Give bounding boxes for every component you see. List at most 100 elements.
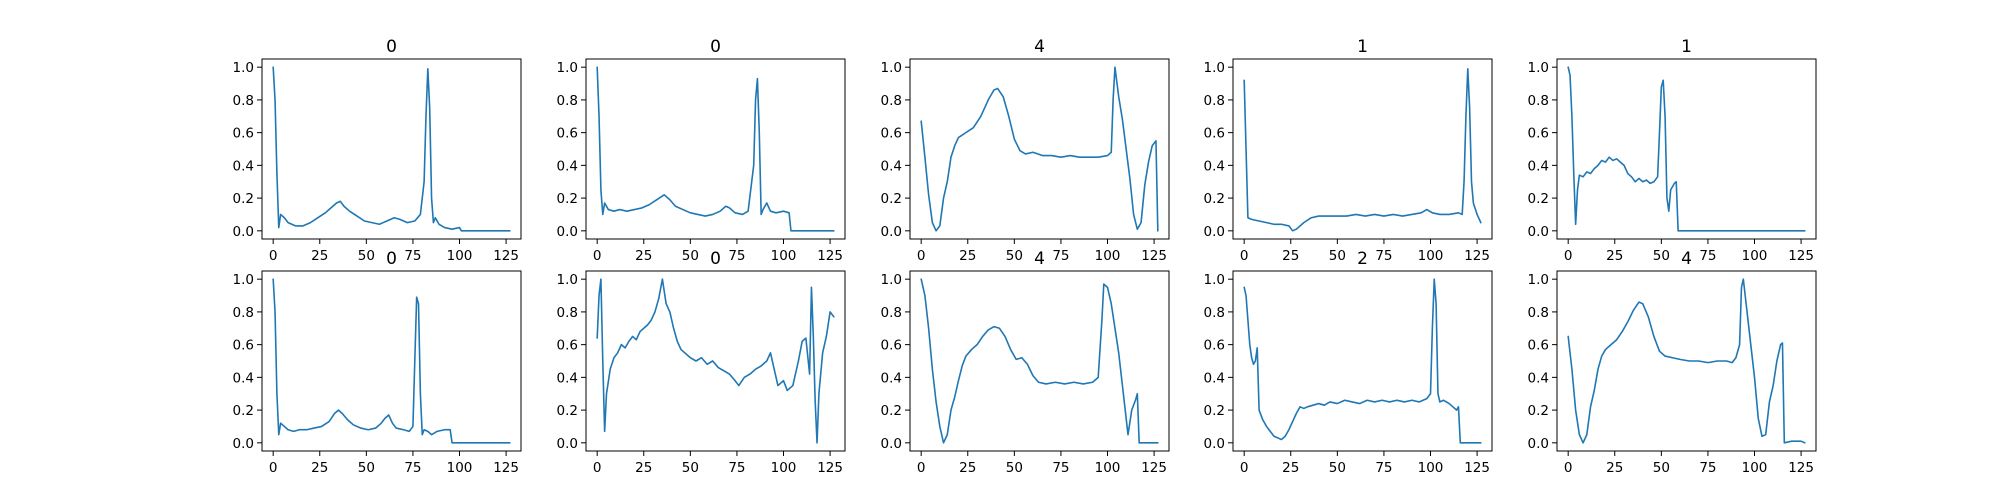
x-tick-label: 125: [1141, 248, 1167, 264]
x-tick-label: 125: [1788, 460, 1814, 476]
y-tick-label: 1.0: [881, 60, 902, 76]
x-tick-label: 50: [682, 248, 699, 264]
y-tick-label: 0.6: [233, 126, 254, 142]
plot-frame: [261, 270, 522, 452]
x-tick-label: 100: [1418, 460, 1444, 476]
x-tick-label: 125: [817, 460, 843, 476]
x-tick-label: 75: [728, 248, 745, 264]
x-tick-label: 75: [404, 460, 421, 476]
plot-frame: [1556, 58, 1817, 240]
subplot-5: 0 25 50 75 100 125 0.0 0.2 0.4 0.6 0.8 1.0 1: [1528, 37, 1817, 264]
subplot-4: 0 25 50 75 100 125 0.0 0.2 0.4 0.6 0.8 1.0 1: [1204, 37, 1493, 264]
x-tick-label: 100: [771, 248, 797, 264]
y-tick-label: 0.2: [881, 403, 902, 419]
subplot-title: 1: [1357, 37, 1368, 57]
x-tick-label: 25: [1282, 248, 1299, 264]
y-tick-label: 0.0: [557, 436, 578, 452]
x-tick-label: 50: [1653, 248, 1670, 264]
x-tick-label: 25: [1282, 460, 1299, 476]
y-tick-label: 1.0: [1528, 272, 1549, 288]
x-tick-label: 0: [269, 248, 278, 264]
y-tick-label: 0.8: [1528, 305, 1549, 321]
plot-frame: [1556, 270, 1817, 452]
x-tick-label: 125: [1141, 460, 1167, 476]
subplot-title: 4: [1681, 249, 1692, 269]
y-tick-label: 0.2: [233, 191, 254, 207]
subplot-title: 2: [1357, 249, 1368, 269]
series-line: [1243, 68, 1482, 232]
x-tick-label: 25: [635, 248, 652, 264]
x-tick-label: 50: [1329, 248, 1346, 264]
x-tick-label: 50: [358, 460, 375, 476]
x-tick-label: 0: [1240, 460, 1249, 476]
y-tick-label: 0.2: [881, 191, 902, 207]
y-tick-label: 0.0: [1204, 224, 1225, 240]
y-tick-label: 0.4: [233, 370, 254, 386]
plot-frame: [261, 58, 522, 240]
x-tick-label: 75: [1375, 460, 1392, 476]
y-tick-label: 0.4: [557, 158, 578, 174]
y-tick-label: 0.4: [1204, 158, 1225, 174]
x-tick-label: 0: [593, 248, 602, 264]
y-tick-label: 0.4: [1204, 370, 1225, 386]
y-tick-label: 0.0: [1528, 224, 1549, 240]
subplot-3: 0 25 50 75 100 125 0.0 0.2 0.4 0.6 0.8 1.0 4: [881, 37, 1170, 264]
plot-frame: [909, 58, 1170, 240]
y-tick-label: 0.2: [233, 403, 254, 419]
y-tick-label: 0.0: [1528, 436, 1549, 452]
y-tick-label: 0.6: [881, 338, 902, 354]
plot-frame: [1232, 58, 1493, 240]
y-tick-label: 0.8: [1528, 93, 1549, 109]
y-tick-label: 0.6: [557, 338, 578, 354]
x-tick-label: 25: [311, 460, 328, 476]
y-tick-label: 0.8: [881, 305, 902, 321]
x-tick-label: 50: [1006, 460, 1023, 476]
x-tick-label: 100: [1095, 248, 1121, 264]
y-tick-label: 1.0: [1204, 60, 1225, 76]
subplot-7: 0 25 50 75 100 125 0.0 0.2 0.4 0.6 0.8 1.0 0: [557, 249, 846, 476]
y-tick-label: 0.4: [233, 158, 254, 174]
y-tick-label: 0.6: [1528, 338, 1549, 354]
y-tick-label: 0.6: [881, 126, 902, 142]
x-tick-label: 0: [593, 460, 602, 476]
subplot-2: 0 25 50 75 100 125 0.0 0.2 0.4 0.6 0.8 1.0 0: [557, 37, 846, 264]
plot-frame: [909, 270, 1170, 452]
y-tick-label: 0.6: [557, 126, 578, 142]
y-tick-label: 0.0: [233, 224, 254, 240]
x-tick-label: 50: [1653, 460, 1670, 476]
subplot-1: 0 25 50 75 100 125 0.0 0.2 0.4 0.6 0.8 1.0 0: [233, 37, 522, 264]
x-tick-label: 75: [404, 248, 421, 264]
series-line: [1243, 278, 1482, 444]
x-tick-label: 75: [728, 460, 745, 476]
series-line: [920, 278, 1159, 444]
series-line: [1567, 278, 1806, 444]
y-tick-label: 1.0: [233, 272, 254, 288]
y-tick-label: 0.2: [557, 403, 578, 419]
y-tick-label: 0.2: [1528, 403, 1549, 419]
x-tick-label: 25: [1606, 248, 1623, 264]
x-tick-label: 50: [358, 248, 375, 264]
x-tick-label: 0: [917, 460, 926, 476]
x-tick-label: 50: [1006, 248, 1023, 264]
y-tick-label: 1.0: [557, 272, 578, 288]
y-tick-label: 0.4: [881, 370, 902, 386]
x-tick-label: 75: [1052, 460, 1069, 476]
y-tick-label: 0.6: [233, 338, 254, 354]
x-tick-label: 0: [1240, 248, 1249, 264]
y-tick-label: 0.2: [1204, 403, 1225, 419]
y-tick-label: 0.8: [1204, 93, 1225, 109]
x-tick-label: 25: [635, 460, 652, 476]
x-tick-label: 125: [493, 460, 519, 476]
y-tick-label: 0.8: [881, 93, 902, 109]
x-tick-label: 125: [493, 248, 519, 264]
y-tick-label: 0.0: [557, 224, 578, 240]
subplot-9: 0 25 50 75 100 125 0.0 0.2 0.4 0.6 0.8 1.0 2: [1204, 249, 1493, 476]
y-tick-label: 0.8: [557, 93, 578, 109]
y-tick-label: 0.2: [1204, 191, 1225, 207]
y-tick-label: 0.2: [557, 191, 578, 207]
subplot-title: 4: [1034, 249, 1045, 269]
x-tick-label: 25: [959, 460, 976, 476]
x-tick-label: 100: [1418, 248, 1444, 264]
subplot-title: 0: [710, 37, 721, 57]
x-tick-label: 125: [1464, 248, 1490, 264]
